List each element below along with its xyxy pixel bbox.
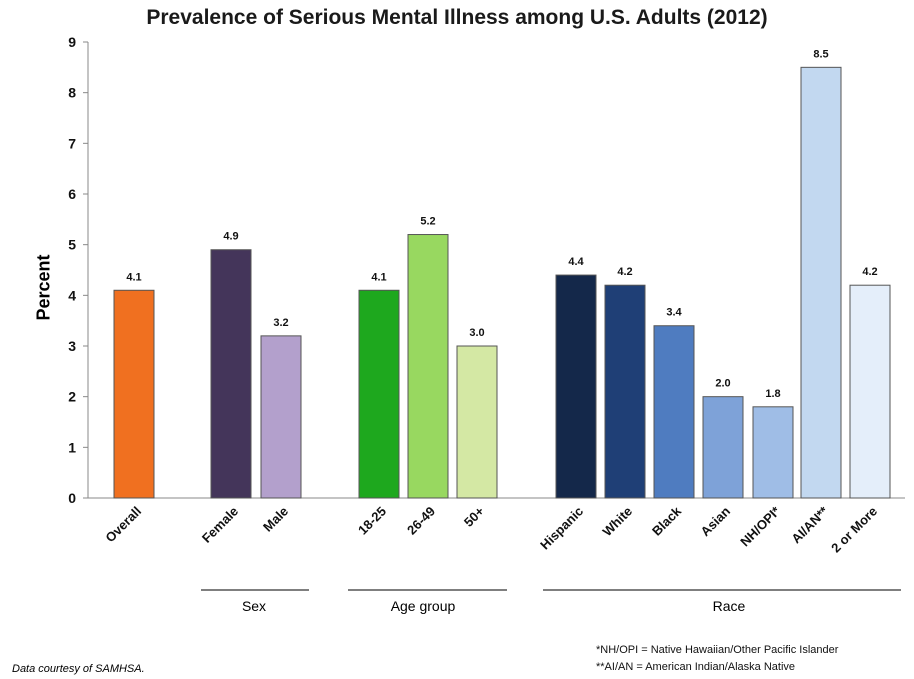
group-label-race: Race <box>712 598 746 614</box>
bar <box>456 345 498 499</box>
data-label: 5.2 <box>420 216 435 228</box>
x-tick-label: 2 or More <box>828 504 880 556</box>
bar <box>407 234 449 499</box>
y-tick-label: 2 <box>68 389 76 405</box>
bar <box>260 335 302 499</box>
data-credit: Data courtesy of SAMHSA. <box>12 663 145 675</box>
y-tick-label: 5 <box>68 237 76 253</box>
bar <box>113 289 155 499</box>
y-tick-label: 6 <box>68 186 76 202</box>
data-label: 1.8 <box>765 388 780 400</box>
y-tick-label: 1 <box>68 439 76 455</box>
x-tick-label: Male <box>260 504 291 535</box>
y-tick-label: 4 <box>68 287 76 303</box>
footnote-aian: **AI/AN = American Indian/Alaska Native <box>596 661 796 673</box>
x-tick-label: Asian <box>697 503 733 539</box>
bar <box>555 274 597 499</box>
y-tick-label: 3 <box>68 338 76 354</box>
x-tick-label: Female <box>199 504 241 546</box>
x-tick-label: NH/OPI* <box>737 503 784 550</box>
data-label: 8.5 <box>813 48 828 60</box>
bar <box>653 325 695 499</box>
group-label-age: Age group <box>390 598 456 614</box>
x-tick-label: 50+ <box>461 503 487 529</box>
x-tick-label: White <box>599 504 635 540</box>
data-label: 4.2 <box>862 266 877 278</box>
bar <box>752 406 794 499</box>
y-tick-label: 8 <box>68 85 76 101</box>
bar <box>800 66 842 499</box>
data-label: 3.4 <box>666 307 682 319</box>
chart-title: Prevalence of Serious Mental Illness amo… <box>146 6 768 29</box>
data-label: 4.1 <box>371 271 386 283</box>
y-tick-label: 9 <box>68 34 76 50</box>
data-label: 4.1 <box>126 271 141 283</box>
data-label: 3.0 <box>469 327 484 339</box>
x-tick-label: 26-49 <box>404 504 438 538</box>
bar <box>702 396 744 499</box>
x-tick-label: Overall <box>102 504 144 546</box>
bar <box>604 284 646 499</box>
data-label: 4.9 <box>223 231 238 243</box>
x-tick-label: 18-25 <box>355 504 389 538</box>
x-tick-label: Black <box>649 503 685 539</box>
bar <box>358 289 400 499</box>
x-tick-label: AI/AN** <box>788 503 831 546</box>
data-label: 4.4 <box>568 256 584 268</box>
data-label: 3.2 <box>273 317 288 329</box>
group-label-sex: Sex <box>241 598 267 614</box>
data-label: 4.2 <box>617 266 632 278</box>
footnote-nhopi: *NH/OPI = Native Hawaiian/Other Pacific … <box>596 644 839 656</box>
y-tick-label: 0 <box>68 490 76 506</box>
y-tick-label: 7 <box>68 135 76 151</box>
bar <box>210 249 252 499</box>
bar <box>849 284 891 499</box>
x-tick-label: Hispanic <box>537 504 586 553</box>
data-label: 2.0 <box>715 378 730 390</box>
